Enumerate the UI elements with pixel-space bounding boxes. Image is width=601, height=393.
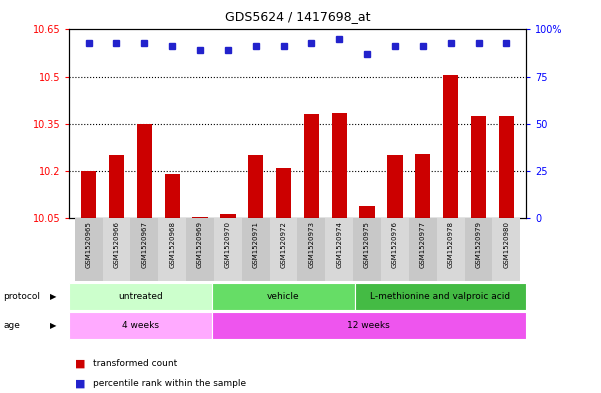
Bar <box>415 154 430 218</box>
Bar <box>353 218 381 281</box>
Text: GSM1520976: GSM1520976 <box>392 220 398 268</box>
Text: vehicle: vehicle <box>267 292 299 301</box>
Text: GSM1520978: GSM1520978 <box>448 220 454 268</box>
Text: ▶: ▶ <box>50 292 56 301</box>
Bar <box>81 171 96 218</box>
Bar <box>332 113 347 218</box>
Text: percentile rank within the sample: percentile rank within the sample <box>93 379 246 387</box>
Bar <box>325 218 353 281</box>
Bar <box>499 116 514 218</box>
Bar <box>471 116 486 218</box>
Bar <box>212 312 526 340</box>
Bar <box>270 218 297 281</box>
Bar <box>276 168 291 218</box>
Text: GSM1520974: GSM1520974 <box>337 220 343 268</box>
Bar <box>443 75 459 218</box>
Text: GSM1520972: GSM1520972 <box>281 220 287 268</box>
Bar <box>103 218 130 281</box>
Text: GSM1520966: GSM1520966 <box>114 220 120 268</box>
Text: 12 weeks: 12 weeks <box>347 321 390 330</box>
Bar <box>75 218 103 281</box>
Bar <box>69 283 212 310</box>
Bar <box>409 218 437 281</box>
Text: L-methionine and valproic acid: L-methionine and valproic acid <box>370 292 510 301</box>
Bar <box>220 214 236 218</box>
Bar <box>359 206 375 218</box>
Bar <box>158 218 186 281</box>
Text: GSM1520975: GSM1520975 <box>364 220 370 268</box>
Bar <box>109 155 124 218</box>
Bar <box>242 218 270 281</box>
Bar <box>387 155 403 218</box>
Bar <box>136 124 152 218</box>
Text: 4 weeks: 4 weeks <box>122 321 159 330</box>
Bar <box>437 218 465 281</box>
Text: GSM1520980: GSM1520980 <box>504 220 510 268</box>
Bar <box>381 218 409 281</box>
Bar <box>297 218 325 281</box>
Bar <box>304 114 319 218</box>
Text: GSM1520973: GSM1520973 <box>308 220 314 268</box>
Text: GSM1520979: GSM1520979 <box>475 220 481 268</box>
Text: GSM1520969: GSM1520969 <box>197 220 203 268</box>
Bar <box>165 174 180 218</box>
Bar <box>130 218 158 281</box>
Bar <box>248 155 263 218</box>
Text: GDS5624 / 1417698_at: GDS5624 / 1417698_at <box>225 10 370 23</box>
Text: protocol: protocol <box>3 292 40 301</box>
Text: GSM1520977: GSM1520977 <box>420 220 426 268</box>
Text: transformed count: transformed count <box>93 359 177 368</box>
Bar <box>186 218 214 281</box>
Bar <box>214 218 242 281</box>
Bar <box>355 283 526 310</box>
Text: ▶: ▶ <box>50 321 56 330</box>
Text: age: age <box>3 321 20 330</box>
Bar <box>192 217 208 218</box>
Text: GSM1520968: GSM1520968 <box>169 220 175 268</box>
Text: GSM1520971: GSM1520971 <box>252 220 258 268</box>
Text: untreated: untreated <box>118 292 163 301</box>
Bar <box>465 218 492 281</box>
Text: GSM1520970: GSM1520970 <box>225 220 231 268</box>
Text: ■: ■ <box>75 378 85 388</box>
Text: ■: ■ <box>75 358 85 369</box>
Text: GSM1520967: GSM1520967 <box>141 220 147 268</box>
Text: GSM1520965: GSM1520965 <box>85 220 91 268</box>
Bar <box>69 312 212 340</box>
Bar <box>212 283 355 310</box>
Bar <box>492 218 520 281</box>
